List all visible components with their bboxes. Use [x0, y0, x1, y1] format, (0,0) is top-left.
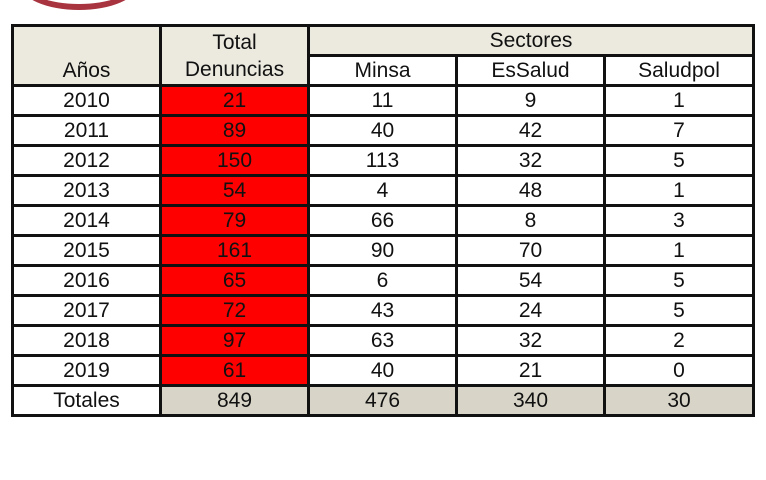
saludpol-cell: 5	[603, 294, 755, 327]
minsa-cell: 40	[307, 354, 458, 387]
table-row: 2016 65 6 54 5	[11, 264, 755, 297]
table-row: 2012 150 113 32 5	[11, 144, 755, 177]
totals-minsa: 476	[307, 384, 458, 417]
year-cell: 2018	[11, 324, 162, 357]
year-cell: 2015	[11, 234, 162, 267]
total-cell: 97	[159, 324, 310, 357]
table-row: 2014 79 66 8 3	[11, 204, 755, 237]
total-cell: 72	[159, 294, 310, 327]
saludpol-cell: 5	[603, 264, 755, 297]
year-cell: 2019	[11, 354, 162, 387]
essalud-cell: 8	[455, 204, 606, 237]
total-cell: 79	[159, 204, 310, 237]
total-cell: 65	[159, 264, 310, 297]
year-cell: 2011	[11, 114, 162, 147]
minsa-cell: 4	[307, 174, 458, 207]
saludpol-cell: 1	[603, 234, 755, 267]
essalud-cell: 48	[455, 174, 606, 207]
minsa-cell: 6	[307, 264, 458, 297]
saludpol-cell: 7	[603, 114, 755, 147]
essalud-cell: 32	[455, 324, 606, 357]
table-row: 2019 61 40 21 0	[11, 354, 755, 387]
total-cell: 150	[159, 144, 310, 177]
years-header: Años	[11, 24, 162, 87]
table-row: 2013 54 4 48 1	[11, 174, 755, 207]
year-cell: 2014	[11, 204, 162, 237]
minsa-cell: 11	[307, 84, 458, 117]
table-row: 2015 161 90 70 1	[11, 234, 755, 267]
table-row: 2011 89 40 42 7	[11, 114, 755, 147]
total-cell: 161	[159, 234, 310, 267]
sectors-header: Sectores	[307, 24, 755, 57]
minsa-header: Minsa	[307, 54, 458, 87]
minsa-cell: 43	[307, 294, 458, 327]
essalud-cell: 42	[455, 114, 606, 147]
total-cell: 54	[159, 174, 310, 207]
essalud-cell: 24	[455, 294, 606, 327]
saludpol-cell: 1	[603, 174, 755, 207]
totals-total: 849	[159, 384, 310, 417]
saludpol-cell: 2	[603, 324, 755, 357]
essalud-header: EsSalud	[455, 54, 606, 87]
saludpol-cell: 3	[603, 204, 755, 237]
total-cell: 21	[159, 84, 310, 117]
minsa-cell: 90	[307, 234, 458, 267]
total-header-line2: Denuncias	[184, 57, 285, 81]
year-cell: 2013	[11, 174, 162, 207]
minsa-cell: 63	[307, 324, 458, 357]
minsa-cell: 66	[307, 204, 458, 237]
year-cell: 2012	[11, 144, 162, 177]
table-row: 2017 72 43 24 5	[11, 294, 755, 327]
table-row: 2018 97 63 32 2	[11, 324, 755, 357]
totals-row: Totales 849 476 340 30	[11, 384, 755, 417]
year-cell: 2017	[11, 294, 162, 327]
saludpol-cell: 0	[603, 354, 755, 387]
essalud-cell: 9	[455, 84, 606, 117]
essalud-cell: 70	[455, 234, 606, 267]
table-row: 2010 21 11 9 1	[11, 84, 755, 117]
saludpol-header: Saludpol	[603, 54, 755, 87]
minsa-cell: 113	[307, 144, 458, 177]
year-cell: 2010	[11, 84, 162, 117]
saludpol-cell: 1	[603, 84, 755, 117]
total-header: Total Denuncias	[159, 24, 310, 87]
totals-saludpol: 30	[603, 384, 755, 417]
table-body: 2010 21 11 9 1 2011 89 40 42 7 2012 150 113 32 5 2013 54…	[11, 84, 755, 387]
minsa-cell: 40	[307, 114, 458, 147]
complaints-table: Años Total Denuncias Sectores Minsa EsSa…	[11, 24, 755, 417]
total-header-line1: Total	[212, 30, 257, 54]
logo-arc	[20, 0, 138, 10]
essalud-cell: 54	[455, 264, 606, 297]
total-cell: 61	[159, 354, 310, 387]
header-row-top: Años Total Denuncias Sectores	[11, 24, 755, 87]
saludpol-cell: 5	[603, 144, 755, 177]
essalud-cell: 21	[455, 354, 606, 387]
essalud-cell: 32	[455, 144, 606, 177]
totals-essalud: 340	[455, 384, 606, 417]
year-cell: 2016	[11, 264, 162, 297]
totals-label: Totales	[11, 384, 162, 417]
header-row-sub: Minsa EsSalud Saludpol	[13, 54, 755, 87]
total-cell: 89	[159, 114, 310, 147]
